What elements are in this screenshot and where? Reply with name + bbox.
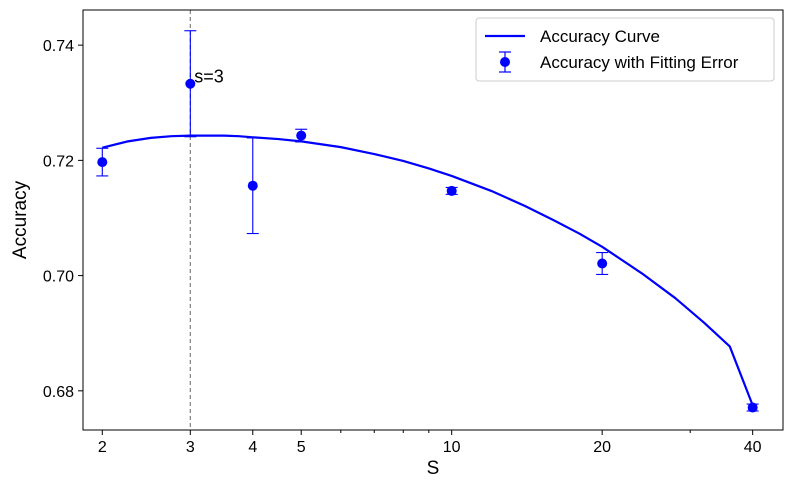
- x-tick-label: 2: [98, 439, 107, 456]
- data-point: [296, 130, 307, 141]
- y-tick-label: 0.72: [43, 153, 74, 170]
- x-axis-label: S: [427, 458, 440, 479]
- data-point: [597, 258, 608, 269]
- legend-label-accuracy-curve: Accuracy Curve: [540, 27, 660, 46]
- data-point: [747, 402, 758, 413]
- y-axis-label: Accuracy: [10, 180, 31, 259]
- errorbar-point-s4: [246, 137, 259, 235]
- x-tick-label: 20: [593, 439, 611, 456]
- plot-area: [96, 10, 759, 430]
- legend-label-fitting-error: Accuracy with Fitting Error: [540, 53, 739, 72]
- data-point: [97, 157, 108, 168]
- y-tick-label: 0.68: [43, 384, 74, 401]
- plot-content: s=3: [96, 10, 759, 430]
- errorbar-point-s10: [445, 185, 458, 196]
- axes: 2 3 4 5 10 20 40 0.68 0.70 0.72 0.74: [43, 9, 784, 456]
- data-point: [446, 185, 457, 196]
- plot-frame: [82, 9, 784, 431]
- y-tick-label: 0.70: [43, 269, 74, 286]
- y-tick-label: 0.74: [43, 38, 74, 55]
- accuracy-curve-line: [102, 134, 754, 406]
- legend: Accuracy Curve Accuracy with Fitting Err…: [475, 17, 775, 82]
- errorbar-point-s20: [596, 252, 609, 275]
- x-tick-label: 10: [443, 439, 461, 456]
- x-tick-label: 5: [297, 439, 306, 456]
- errorbar-point-s5: [295, 128, 308, 143]
- legend-frame: [475, 17, 775, 82]
- annotation-label: s=3: [194, 67, 224, 87]
- x-tick-label: 3: [186, 439, 195, 456]
- x-tick-label: 40: [744, 439, 762, 456]
- data-point: [247, 180, 258, 191]
- errorbar-point-s2: [96, 147, 109, 177]
- x-tick-label: 4: [248, 439, 257, 456]
- data-point: [185, 78, 196, 89]
- errorbar-point-s3: [184, 30, 197, 138]
- errorbar-point-s40: [746, 402, 759, 413]
- legend-errorbar-swatch: [499, 51, 511, 73]
